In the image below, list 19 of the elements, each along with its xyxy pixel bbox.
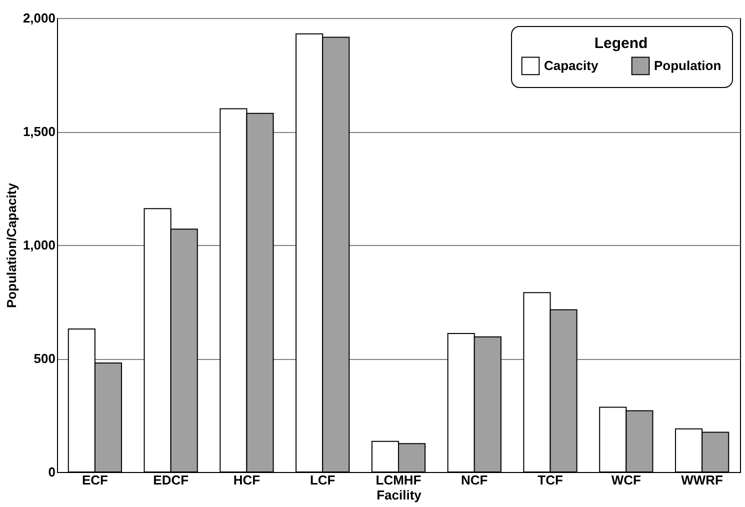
x-tick-label: EDCF [153,472,189,488]
x-tick-label: TCF [538,472,563,488]
x-tick-label: ECF [82,472,108,488]
legend-label: Population [654,58,722,73]
y-tick-label: 1,000 [22,238,56,252]
x-tick-label: WWRF [681,472,724,488]
x-tick-label: HCF [233,472,260,488]
y-tick-label: 0 [48,464,56,480]
legend-title: Legend [594,35,648,52]
y-tick-label: 500 [34,351,56,366]
x-tick-label: NCF [461,472,488,488]
y-tick-label: 2,000 [22,10,56,26]
x-tick-label: LCF [310,472,336,488]
x-axis-title: Facility [376,488,422,502]
legend-label: Capacity [544,58,599,73]
x-tick-label: WCF [611,472,642,488]
y-tick-label: 1,500 [22,124,56,139]
y-axis-title: Population/Capacity [4,182,19,308]
x-tick-label: LCMHF [376,472,422,488]
